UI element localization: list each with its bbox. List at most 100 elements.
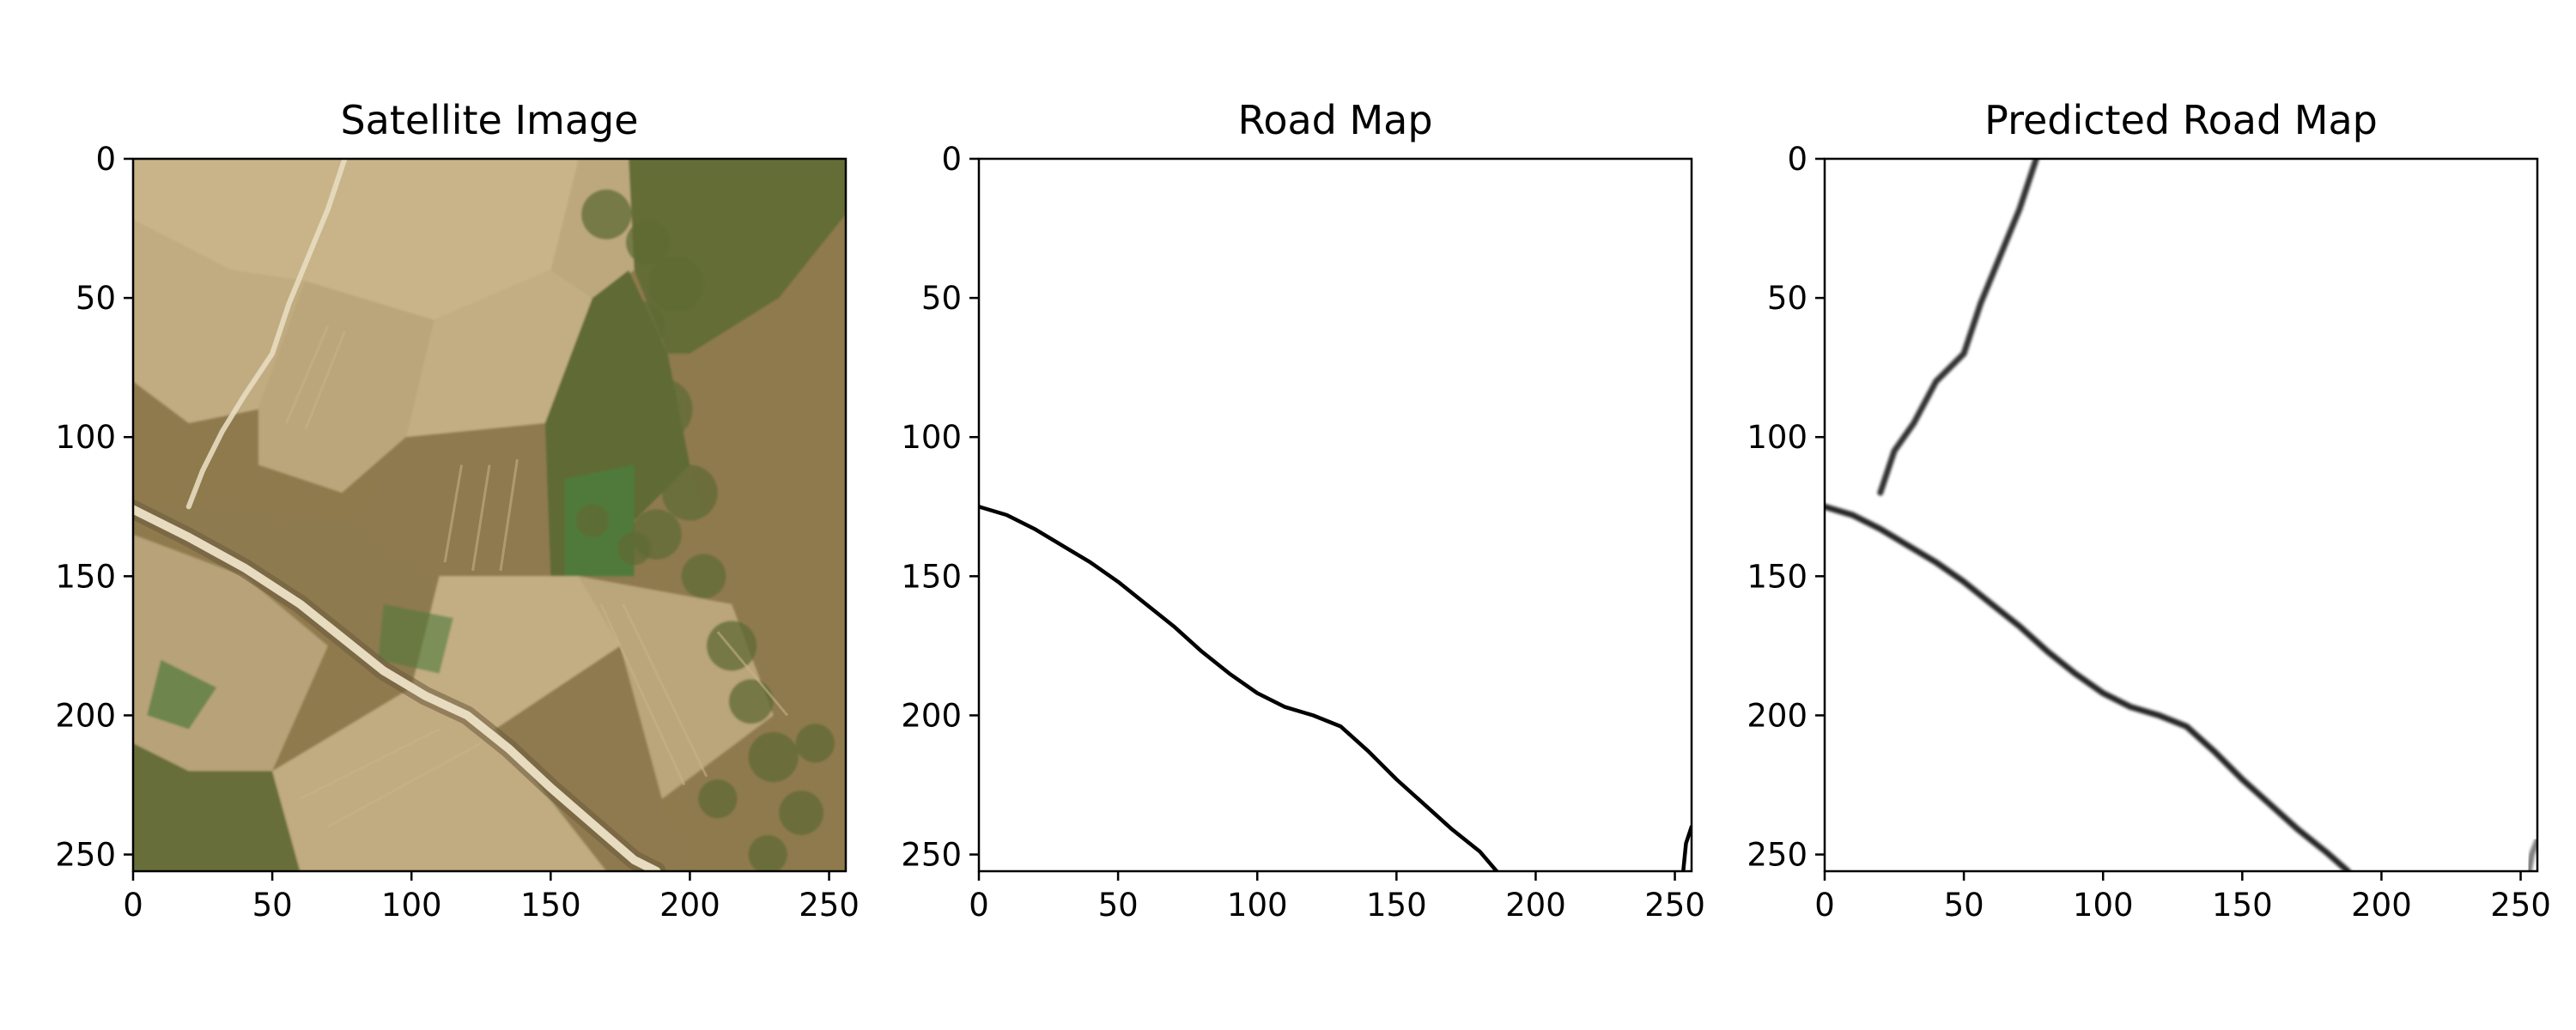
satellite-vegetation	[748, 834, 787, 871]
predicted-ytick-label: 250	[1747, 837, 1807, 874]
satellite-ytick-label: 150	[55, 558, 116, 595]
satellite-field	[378, 603, 453, 674]
satellite-vegetation	[584, 345, 629, 391]
satellite-vegetation	[795, 724, 835, 763]
predicted-image	[1825, 159, 2537, 871]
satellite-vegetation	[617, 531, 652, 566]
satellite-xtick-label: 200	[659, 887, 720, 924]
roadmap-frame	[977, 157, 1693, 873]
satellite-vegetation	[625, 220, 671, 265]
roadmap-ytick-label: 250	[901, 837, 962, 874]
satellite-field	[411, 576, 621, 730]
satellite-field	[495, 645, 690, 871]
satellite-field	[133, 742, 301, 871]
satellite-field-boundary	[599, 603, 686, 786]
satellite-vegetation	[614, 300, 665, 351]
roadmap-title: Road Map	[1237, 97, 1432, 143]
satellite-field-boundary	[716, 631, 789, 717]
predicted-ytick-label: 150	[1747, 558, 1807, 595]
satellite-vegetation	[698, 779, 738, 819]
predicted-xtick-label: 50	[1944, 887, 1984, 924]
predicted-road-line	[2525, 837, 2537, 871]
satellite-vegetation	[748, 731, 799, 783]
satellite-field	[405, 270, 592, 438]
satellite-field-boundary	[622, 603, 708, 778]
satellite-field	[133, 381, 258, 507]
predicted-ytick-label: 0	[1787, 141, 1807, 178]
satellite-vegetation	[779, 790, 824, 835]
predicted-xtick-label: 100	[2073, 887, 2134, 924]
satellite-title: Satellite Image	[340, 97, 638, 143]
satellite-fields	[133, 159, 846, 871]
predicted-background	[1825, 159, 2537, 871]
predicted-title: Predicted Road Map	[1984, 97, 2378, 143]
satellite-field	[690, 214, 846, 604]
satellite-field-boundary	[304, 163, 352, 276]
predicted-ytick-label: 100	[1747, 419, 1807, 456]
satellite-ytick-label: 200	[55, 697, 116, 734]
satellite-xtick-label: 100	[381, 887, 442, 924]
roadmap-road-line	[979, 505, 1499, 871]
predicted-xtick-label: 150	[2212, 887, 2273, 924]
satellite-vegetation	[580, 189, 632, 240]
satellite-xtick-label: 0	[123, 887, 143, 924]
predicted-ytick-label: 50	[1767, 280, 1807, 317]
roadmap-road-line	[1681, 824, 1692, 871]
satellite-field	[355, 423, 551, 577]
satellite-xtick-label: 150	[520, 887, 581, 924]
satellite-field-boundary	[321, 163, 368, 282]
satellite-vegetation	[728, 679, 774, 724]
roadmap-ytick-label: 200	[901, 697, 962, 734]
predicted-xtick-label: 200	[2351, 887, 2412, 924]
satellite-vegetation	[647, 256, 704, 312]
satellite-panel: Satellite Image 0 50 100 150 200 250050100150…	[55, 97, 859, 924]
roadmap-xtick-label: 100	[1227, 887, 1288, 924]
satellite-road	[133, 505, 661, 871]
satellite-ytick-label: 100	[55, 419, 116, 456]
satellite-field-boundary	[327, 742, 482, 828]
roadmap-xtick-label: 50	[1098, 887, 1139, 924]
satellite-image	[133, 159, 846, 871]
satellite-field	[133, 159, 345, 282]
roadmap-ytick-label: 0	[941, 141, 962, 178]
satellite-field-boundary	[299, 728, 440, 801]
satellite-vegetation	[575, 504, 610, 537]
roadmap-ytick-label: 150	[901, 558, 962, 595]
satellite-vegetation	[681, 554, 726, 599]
predicted-road-line	[1877, 159, 2039, 496]
satellite-field-boundary	[471, 464, 491, 572]
roadmap-ytick-label: 50	[921, 280, 962, 317]
satellite-vegetation	[598, 415, 643, 460]
satellite-field	[272, 688, 607, 871]
satellite-field-boundary	[499, 458, 519, 572]
satellite-field	[306, 159, 579, 320]
roadmap-background	[979, 159, 1692, 871]
satellite-ytick-label: 50	[76, 280, 116, 317]
satellite-vegetation	[559, 390, 598, 429]
roadmap-xtick-label: 250	[1644, 887, 1705, 924]
satellite-field-boundary	[284, 324, 330, 424]
roadmap-xtick-label: 0	[969, 887, 989, 924]
predicted-road-line	[1825, 503, 2351, 871]
predicted-xtick-label: 0	[1814, 887, 1835, 924]
satellite-vegetation	[631, 379, 693, 440]
roadmap-image	[979, 505, 1692, 871]
satellite-field-boundary	[443, 464, 464, 563]
satellite-vegetation	[706, 621, 757, 671]
roadmap-xtick-label: 200	[1505, 887, 1566, 924]
satellite-xtick-label: 250	[799, 887, 860, 924]
predicted-xtick-label: 250	[2490, 887, 2551, 924]
satellite-ytick-label: 250	[55, 837, 116, 874]
predicted-frame	[1823, 157, 2539, 873]
satellite-field	[147, 659, 217, 730]
roadmap-ytick-label: 100	[901, 419, 962, 456]
satellite-track	[185, 159, 348, 510]
satellite-frame	[131, 157, 848, 873]
roadmap-xtick-label: 150	[1366, 887, 1427, 924]
satellite-field	[258, 281, 434, 494]
